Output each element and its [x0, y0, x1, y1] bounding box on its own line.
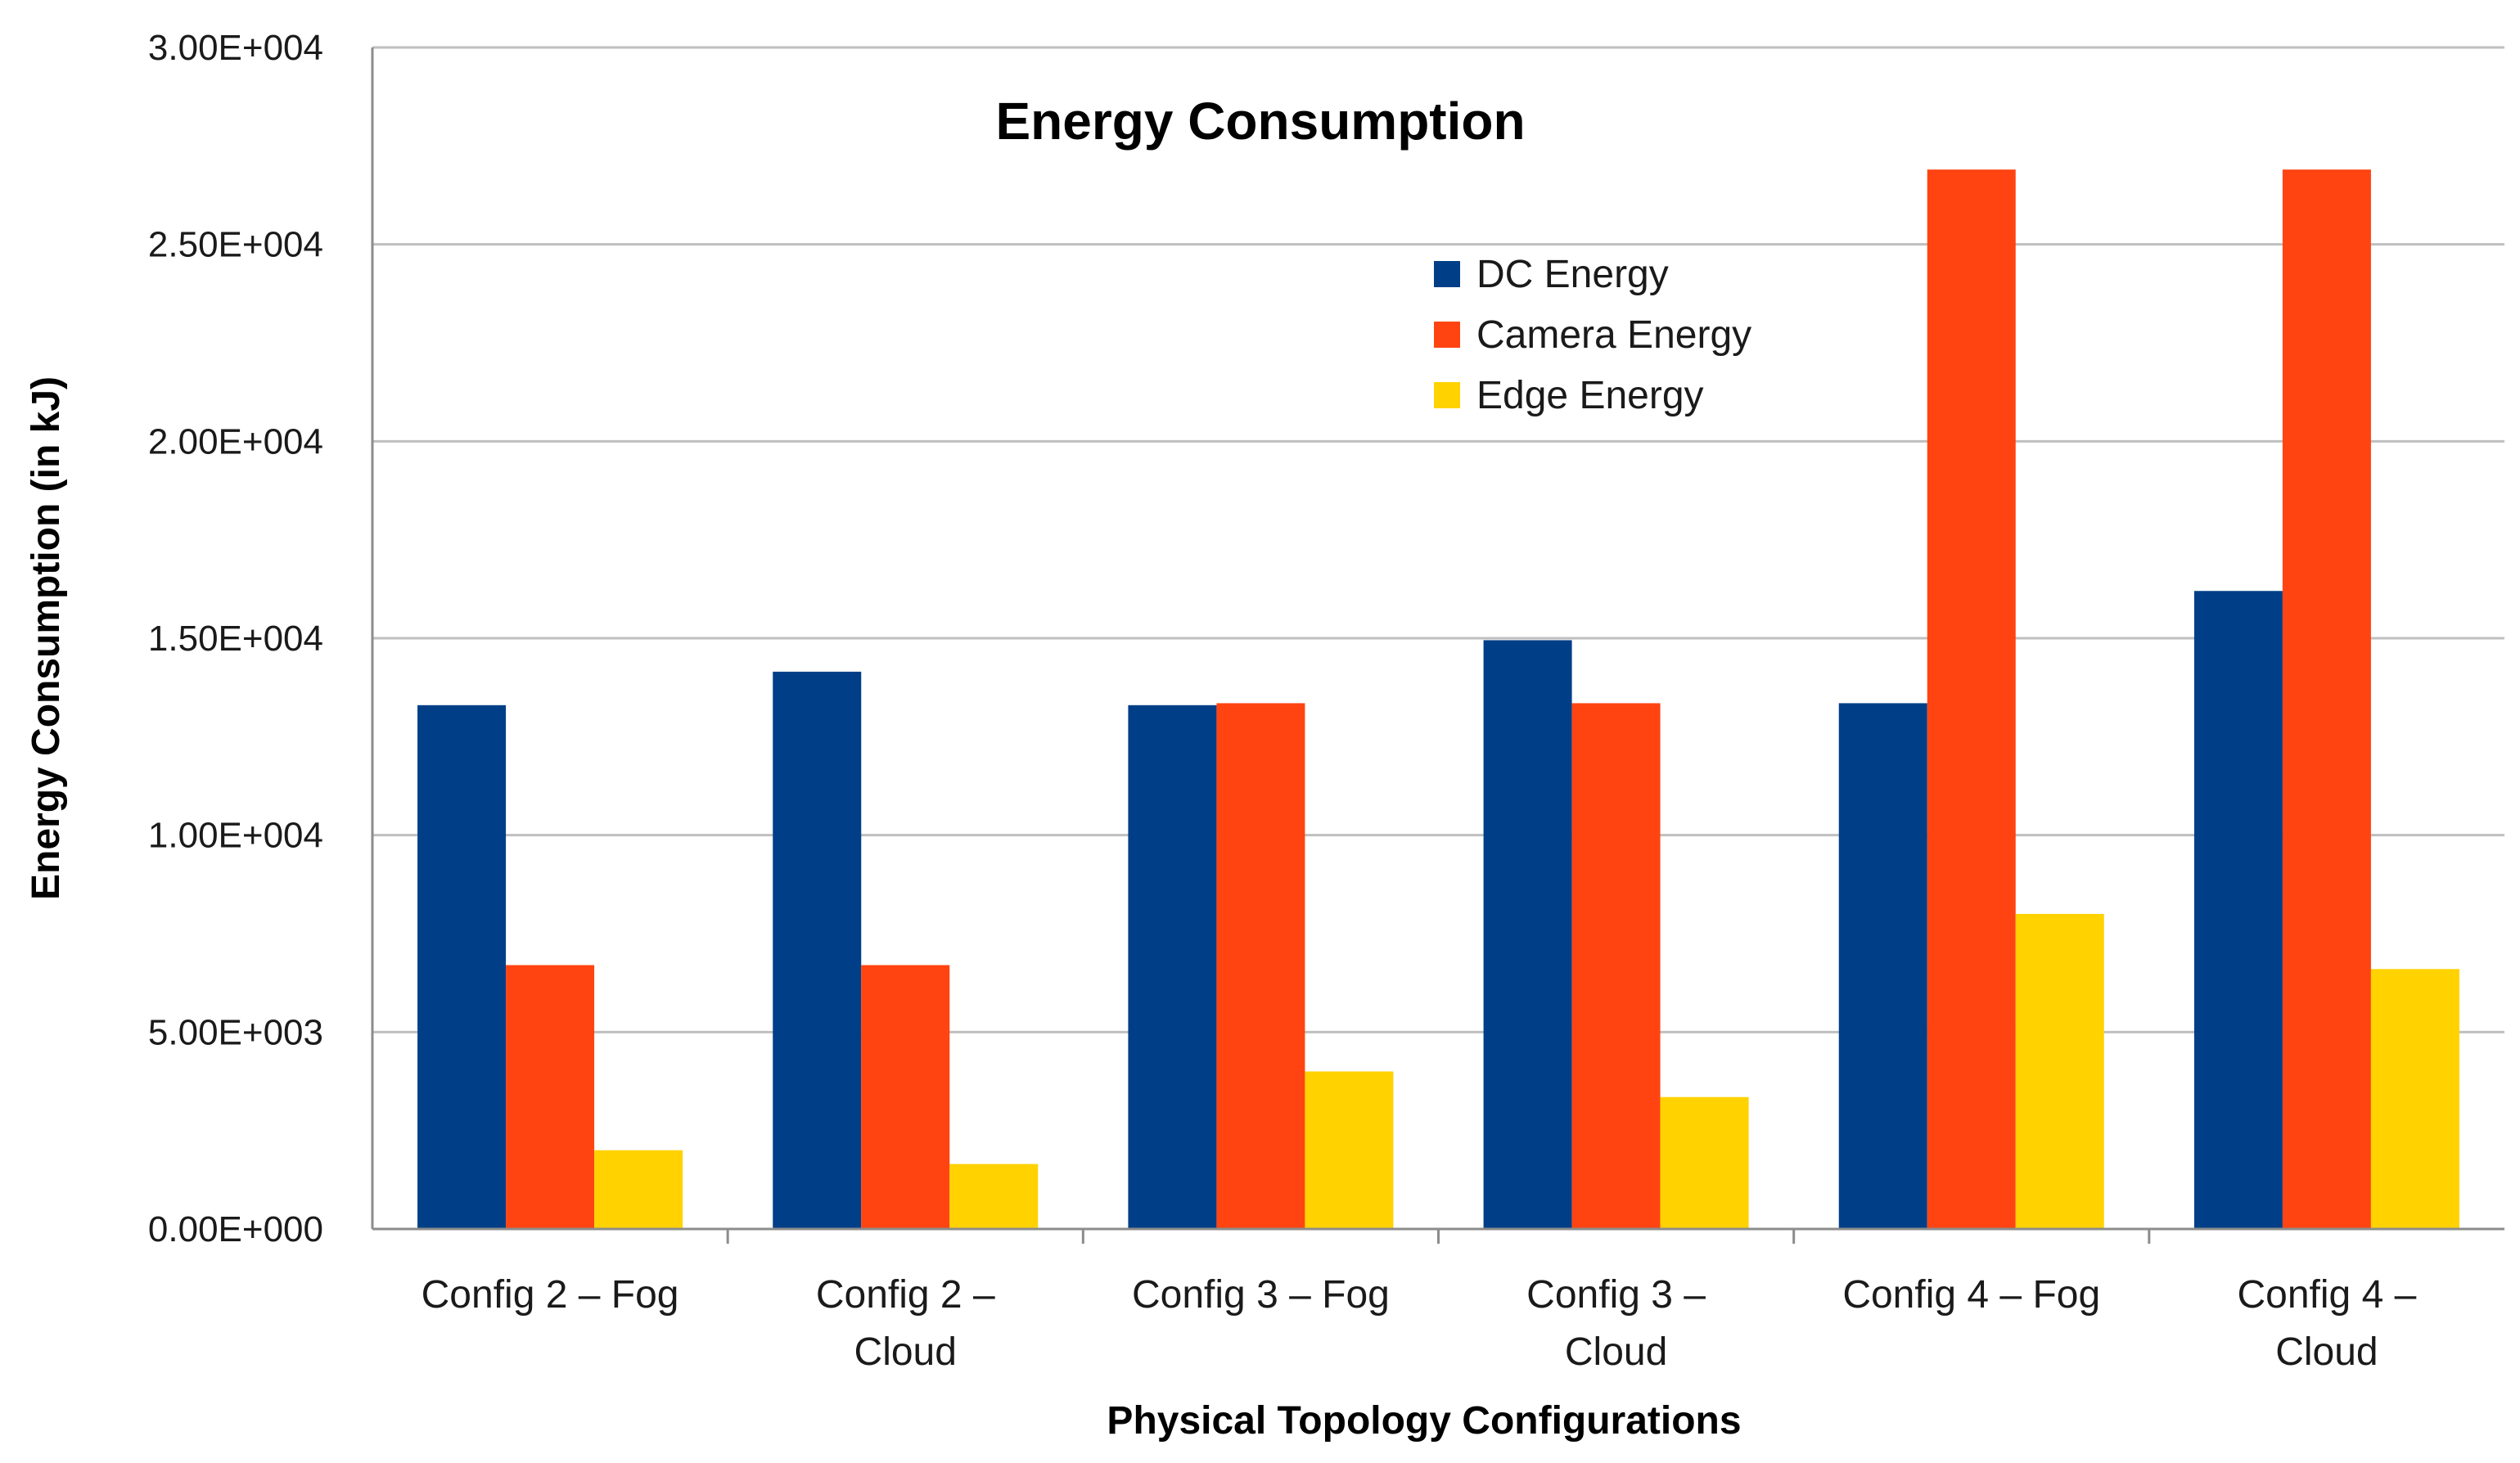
bar-dc-energy-6	[2193, 591, 2283, 1229]
bar-edge-energy-4	[1660, 1096, 1749, 1229]
y-tick-label: 2.00E+004	[148, 421, 323, 461]
x-axis-title: Physical Topology Configurations	[1107, 1399, 1741, 1443]
bar-dc-energy-4	[1483, 640, 1572, 1229]
axes: 0.00E+000 5.00E+003 1.00E+004 1.50E+004 2.00…	[148, 28, 2504, 1374]
bar-dc-energy-2	[773, 671, 862, 1229]
y-axis-title: Energy Consumption (in kJ)	[25, 376, 68, 900]
bar-edge-energy-1	[594, 1150, 683, 1229]
x-tick-label: Config 3 – Fog	[1132, 1273, 1390, 1317]
legend: DC Energy Camera Energy Edge Energy	[1434, 253, 1751, 417]
bar-dc-energy-5	[1838, 703, 1927, 1229]
bar-edge-energy-6	[2370, 969, 2459, 1229]
bar-camera-energy-6	[2282, 169, 2371, 1229]
y-tick-label: 1.00E+004	[148, 816, 323, 856]
legend-label-edge-energy: Edge Energy	[1476, 374, 1704, 417]
bar-camera-energy-2	[861, 965, 950, 1229]
y-tick-label: 0.00E+000	[148, 1209, 323, 1249]
bar-camera-energy-3	[1216, 703, 1305, 1229]
bar-edge-energy-2	[949, 1164, 1039, 1229]
bar-edge-energy-5	[2015, 913, 2104, 1229]
y-tick-label: 3.00E+004	[148, 28, 323, 68]
x-tick-label: Config 2 – Fog	[422, 1273, 679, 1317]
chart-title: Energy Consumption	[995, 92, 1525, 151]
y-tick-label: 1.50E+004	[148, 619, 323, 659]
bar-camera-energy-5	[1927, 169, 2016, 1229]
legend-swatch-edge-energy	[1434, 382, 1460, 408]
x-tick-label: Config 2 –	[816, 1273, 995, 1317]
legend-label-dc-energy: DC Energy	[1476, 253, 1669, 296]
x-tick-label: Config 3 –	[1526, 1273, 1706, 1317]
legend-swatch-dc-energy	[1434, 261, 1460, 287]
bar-camera-energy-4	[1571, 703, 1661, 1229]
x-tick-label: Cloud	[854, 1330, 957, 1374]
bar-dc-energy-3	[1128, 704, 1217, 1229]
x-tick-label: Config 4 – Fog	[1842, 1273, 2100, 1317]
bar-dc-energy-1	[417, 704, 507, 1229]
y-tick-label: 5.00E+003	[148, 1012, 323, 1052]
gridlines	[372, 46, 2504, 1033]
bars	[417, 169, 2459, 1229]
x-tick-label: Config 4 –	[2238, 1273, 2417, 1317]
legend-swatch-camera-energy	[1434, 322, 1460, 348]
x-tick-label: Cloud	[2275, 1330, 2378, 1374]
bar-camera-energy-1	[506, 965, 595, 1229]
x-tick-label: Cloud	[1565, 1330, 1667, 1374]
legend-label-camera-energy: Camera Energy	[1476, 313, 1751, 357]
bar-edge-energy-3	[1305, 1071, 1394, 1229]
y-tick-label: 2.50E+004	[148, 225, 323, 265]
